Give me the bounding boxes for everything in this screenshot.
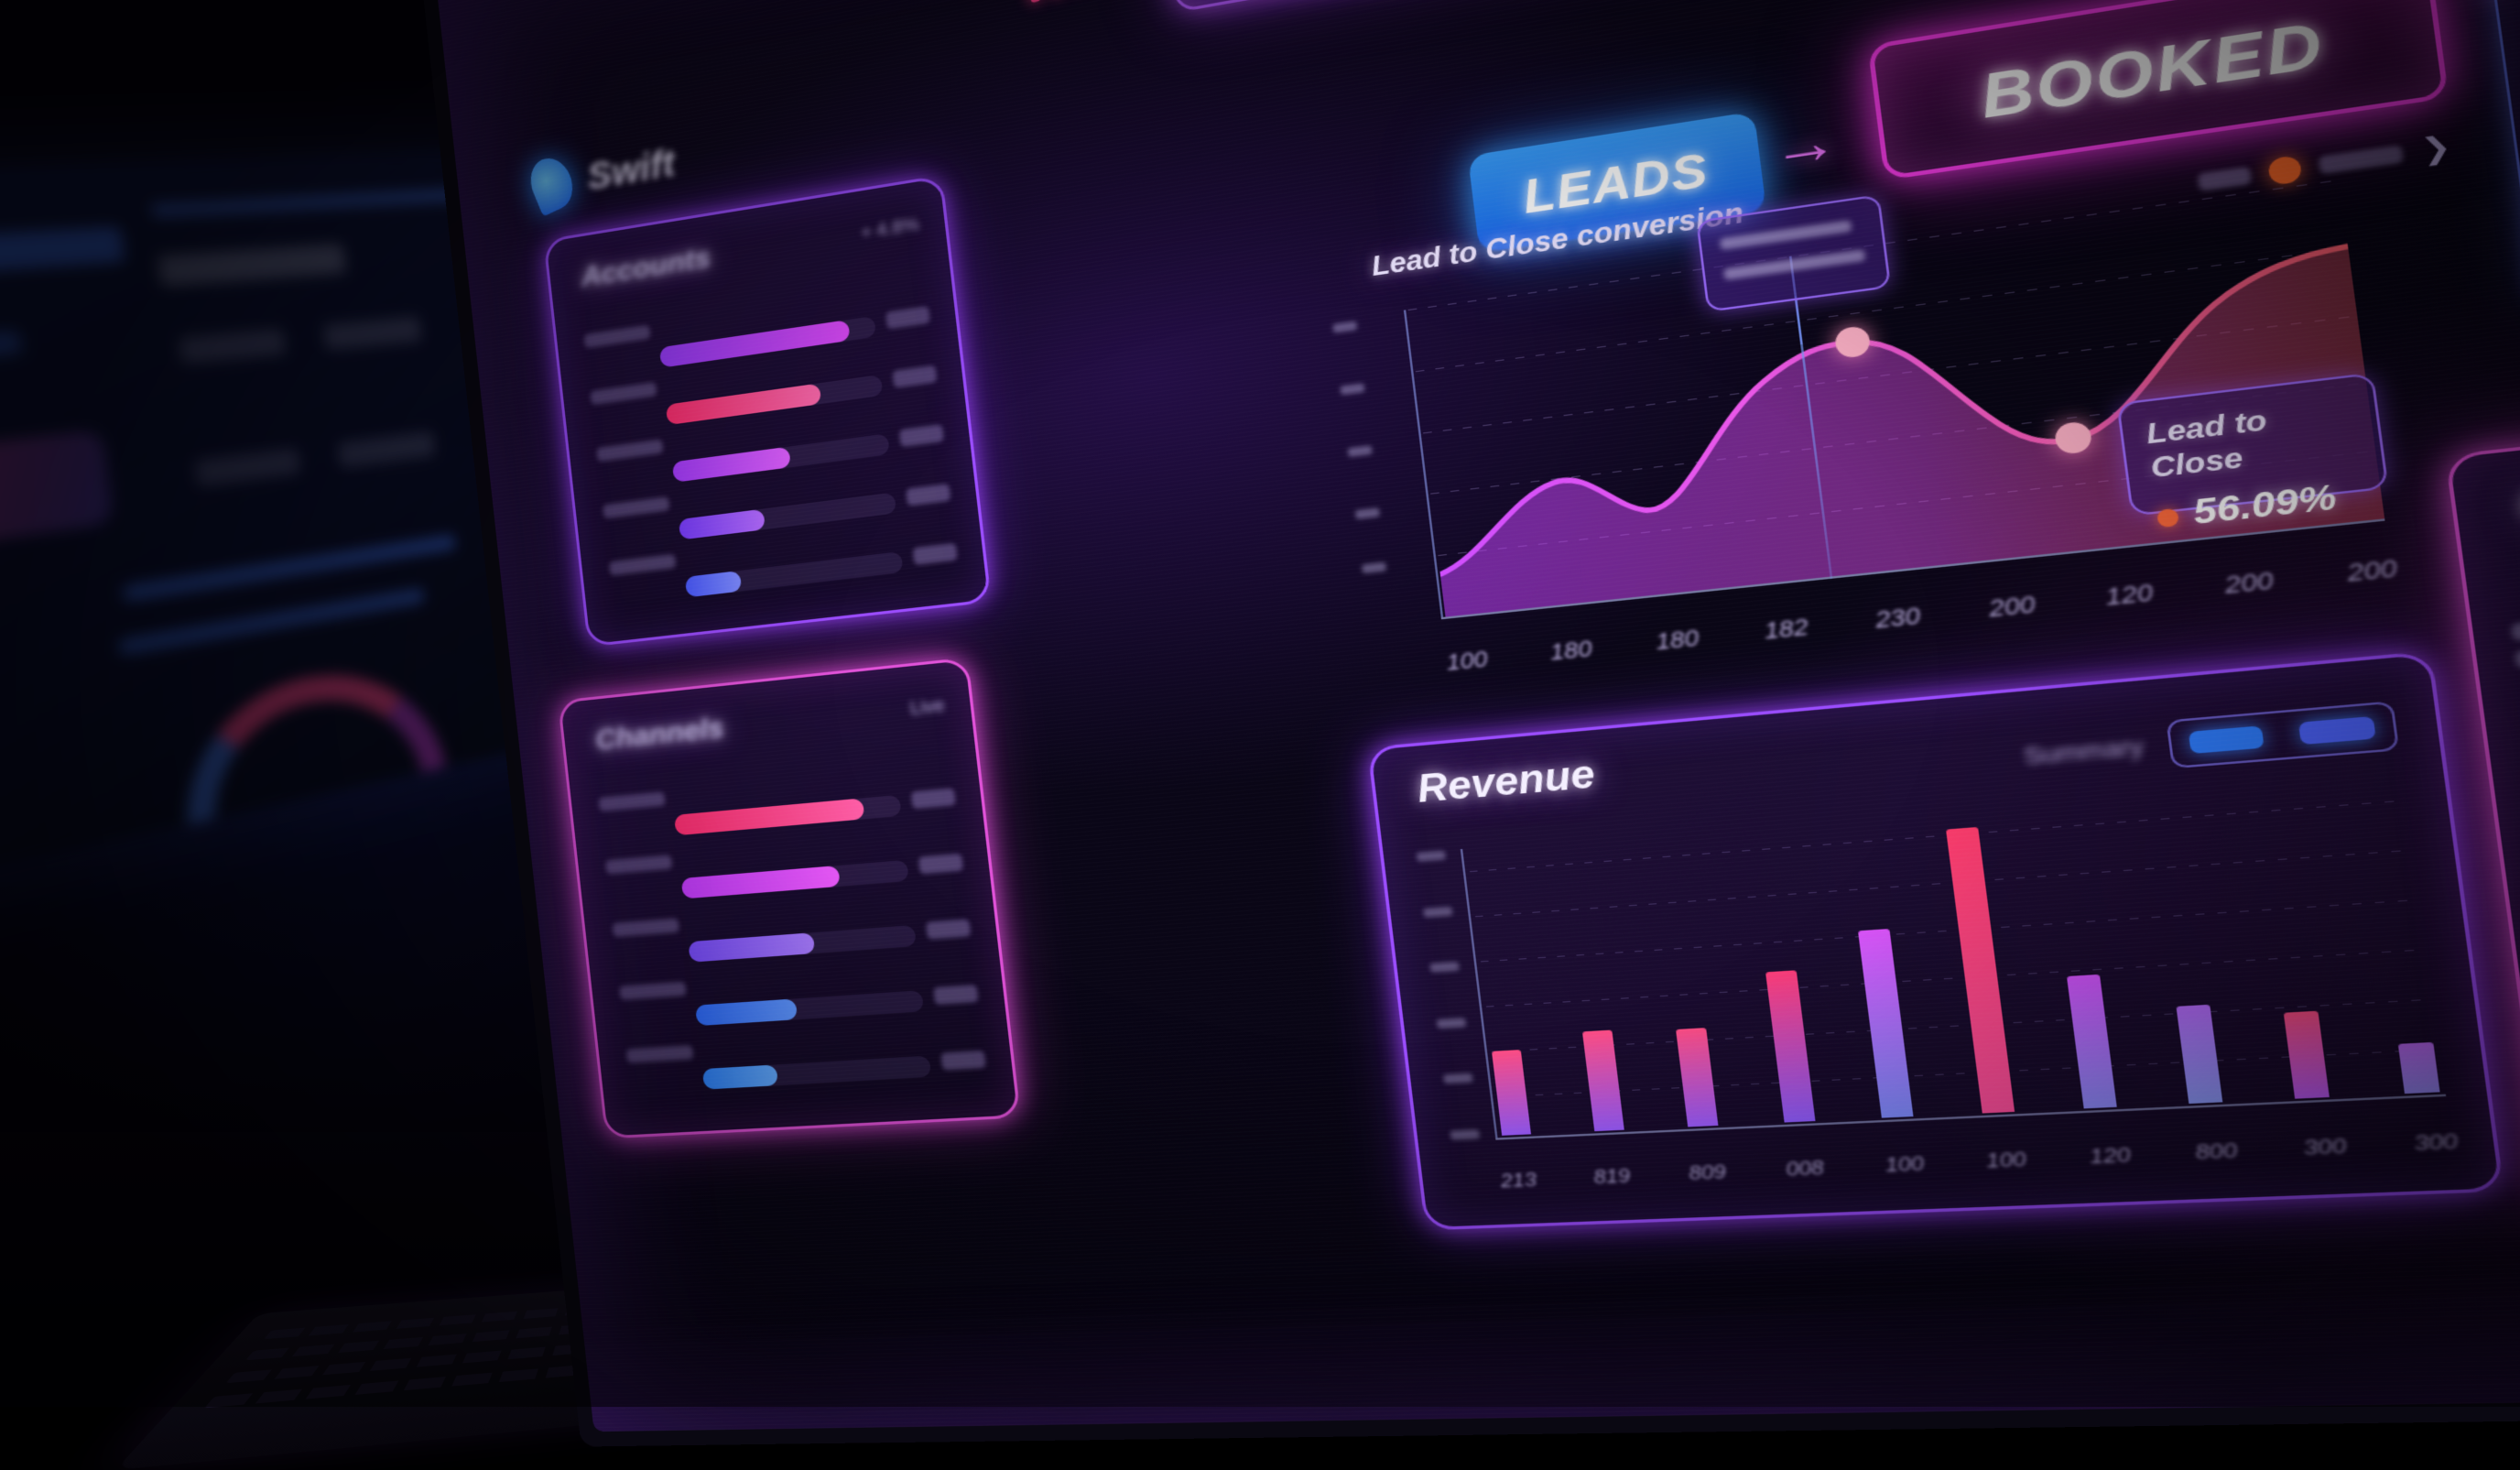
revenue-toggle-lines[interactable] (2278, 703, 2396, 757)
x-tick: 819 (1592, 1165, 1632, 1189)
x-tick: 200 (1987, 590, 2037, 623)
x-tick: 230 (1874, 602, 1922, 634)
crm-stages-title: CRM Stages (2516, 449, 2520, 531)
sidebar-panel-one-title: Accounts (579, 240, 712, 293)
bar[interactable] (2397, 1042, 2440, 1094)
bar[interactable] (1858, 928, 1914, 1118)
revenue-panel: Revenue Summary (1367, 650, 2504, 1231)
x-tick: 809 (1687, 1160, 1728, 1185)
revenue-controls: Summary (2021, 701, 2400, 780)
bar[interactable] (1945, 826, 2015, 1114)
dashboard-screen: 169 Clean AI Marketing Comn Center Swift… (433, 0, 2520, 1432)
revenue-title: Revenue (1415, 753, 1598, 811)
tooltip-label: Lead to Close (2144, 403, 2269, 485)
brand: Swift (523, 136, 678, 217)
tooltip-dot-icon (2156, 507, 2180, 528)
x-tick: 213 (1499, 1169, 1538, 1192)
sidebar-panel-two-title: Channels (593, 710, 726, 757)
x-tick: 200 (2345, 553, 2399, 587)
pipeline-stage-booked-label: BOOKED (1976, 7, 2329, 132)
bar[interactable] (1676, 1027, 1719, 1127)
x-tick: 008 (1784, 1157, 1826, 1181)
x-tick: 300 (2412, 1130, 2460, 1157)
revenue-y-labels (1416, 850, 1481, 1140)
ribbon-tick-marks (1024, 0, 1106, 4)
x-tick: 182 (1762, 613, 1810, 645)
brand-name: Swift (585, 142, 678, 198)
x-tick: 100 (1984, 1149, 2028, 1173)
primary-monitor: 169 Clean AI Marketing Comn Center Swift… (418, 0, 2520, 1447)
x-tick: 800 (2194, 1139, 2239, 1165)
revenue-control-label: Summary (2022, 732, 2145, 770)
x-tick: 180 (1654, 624, 1700, 655)
chevron-right-icon[interactable]: ❯ (2418, 128, 2454, 167)
page-title: AI Marketing Comn Center (1163, 0, 2053, 13)
revenue-x-labels: 213 819 809 008 100 100 120 800 300 300 (1500, 1130, 2460, 1193)
bar[interactable] (2284, 1010, 2330, 1099)
x-tick: 100 (1445, 646, 1489, 676)
x-tick: 200 (2222, 566, 2276, 599)
sidebar-panel-two-rows (598, 763, 989, 1110)
x-tick: 120 (2088, 1144, 2133, 1170)
sidebar-panel-two-badge: Live (908, 695, 946, 720)
sidebar-panel-accounts: Accounts + 4.8% (543, 174, 992, 648)
x-tick: 100 (1884, 1152, 1926, 1178)
revenue-toggle-group[interactable] (2166, 701, 2400, 769)
crm-pipeline-panel: CRM Pipeline 1659 (2461, 0, 2520, 311)
tooltip-line-one (1719, 220, 1852, 250)
x-tick: 300 (2302, 1135, 2348, 1160)
bar[interactable] (1581, 1029, 1624, 1132)
x-tick: 120 (2103, 578, 2155, 611)
arrow-right-icon: → (1766, 105, 1842, 182)
revenue-plot (1468, 782, 2440, 1136)
revenue-toggle-bars[interactable] (2168, 713, 2284, 766)
leaf-logo-icon (523, 150, 581, 217)
tooltip-line-two (1723, 249, 1866, 280)
bar[interactable] (2176, 1005, 2223, 1105)
donut-leader-label-one (2511, 593, 2520, 669)
revenue-bars (1468, 782, 2440, 1136)
sidebar-panel-channels: Channels Live (557, 657, 1021, 1139)
bar[interactable] (2067, 975, 2118, 1109)
x-tick: 180 (1548, 635, 1593, 666)
bar[interactable] (1765, 969, 1816, 1123)
bar[interactable] (1491, 1049, 1532, 1136)
sidebar-panel-one-rows (583, 281, 960, 617)
sidebar-panel-one-badge: + 4.8% (860, 214, 920, 244)
